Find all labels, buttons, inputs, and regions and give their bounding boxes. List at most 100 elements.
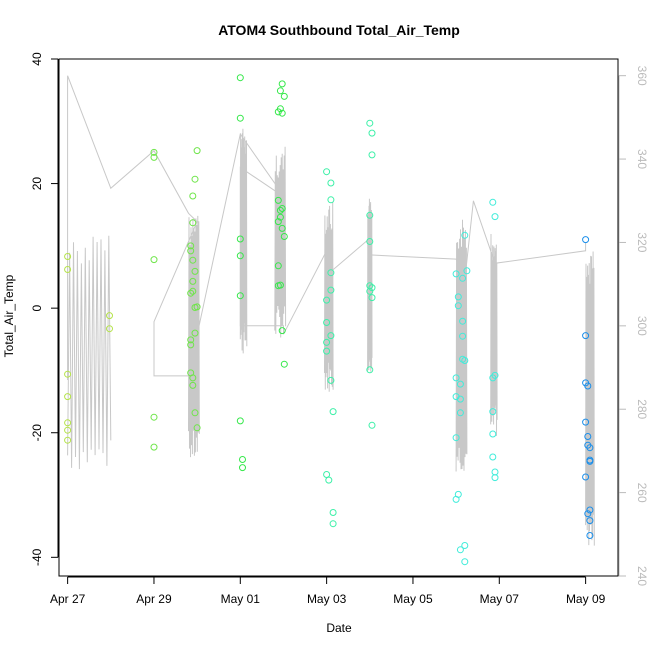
- data-point: [280, 92, 288, 100]
- data-point: [329, 520, 337, 528]
- data-point: [452, 434, 460, 442]
- y2-tick-label: 260: [635, 483, 649, 503]
- data-point: [280, 233, 288, 240]
- x-tick-label: May 07: [480, 592, 520, 606]
- data-point: [187, 242, 195, 250]
- data-point: [368, 284, 376, 292]
- data-point: [456, 380, 464, 388]
- data-point: [189, 381, 197, 389]
- data-point: [329, 408, 337, 416]
- data-point: [584, 433, 592, 440]
- data-point: [325, 476, 333, 484]
- data-point: [276, 213, 284, 221]
- data-point: [323, 168, 331, 176]
- data-point: [366, 238, 374, 245]
- data-point: [491, 474, 499, 482]
- data-point: [64, 253, 72, 260]
- data-point: [459, 274, 467, 282]
- data-point: [278, 205, 286, 212]
- y-tick-label: -40: [30, 548, 44, 566]
- data-point: [150, 153, 158, 161]
- data-point: [456, 395, 464, 403]
- data-point: [150, 148, 158, 156]
- data-point: [489, 453, 497, 461]
- data-point: [64, 419, 72, 427]
- data-point: [584, 510, 592, 518]
- data-point: [582, 473, 590, 481]
- secondary-noise-band: [490, 233, 498, 436]
- data-point: [454, 490, 462, 498]
- data-point: [454, 302, 462, 310]
- data-point: [274, 218, 282, 226]
- x-tick-label: May 03: [307, 592, 347, 606]
- data-point: [64, 266, 72, 273]
- data-point: [150, 443, 158, 451]
- data-point: [274, 262, 282, 270]
- data-point: [191, 175, 199, 183]
- y-axis-title: Total_Air_Temp: [2, 274, 16, 357]
- data-point: [461, 231, 469, 239]
- secondary-y-axis: 240 260 280 300 320 340 360: [618, 66, 649, 586]
- data-point: [191, 267, 199, 275]
- data-point: [236, 235, 244, 243]
- data-point: [463, 267, 471, 275]
- data-point: [278, 109, 286, 117]
- x-tick-label: Apr 29: [136, 592, 172, 606]
- data-point: [276, 281, 284, 289]
- x-tick-label: Apr 27: [50, 592, 86, 606]
- data-point: [366, 211, 374, 219]
- data-point: [327, 376, 335, 384]
- x-axis: Apr 27 Apr 29 May 01 May 03 May 05 May 07 May …: [50, 576, 606, 606]
- data-point: [452, 374, 460, 382]
- x-tick-label: May 09: [566, 592, 606, 606]
- data-point: [236, 74, 244, 82]
- y2-tick-label: 320: [635, 232, 649, 252]
- data-point: [459, 317, 467, 325]
- data-point: [327, 269, 335, 277]
- data-point: [193, 424, 201, 432]
- data-point: [187, 289, 195, 297]
- data-point: [327, 332, 335, 340]
- secondary-noise-band: [274, 146, 287, 338]
- x-tick-label: May 01: [221, 592, 261, 606]
- data-point: [459, 332, 467, 340]
- data-point: [278, 327, 286, 335]
- data-point: [327, 286, 335, 294]
- chart-title: ATOM4 Southbound Total_Air_Temp: [218, 22, 460, 38]
- x-axis-title: Date: [326, 621, 352, 635]
- data-point: [461, 558, 469, 566]
- data-point: [582, 332, 590, 340]
- secondary-series-line: [67, 75, 587, 380]
- data-point: [461, 542, 469, 549]
- data-point: [366, 287, 374, 295]
- data-point: [368, 129, 376, 137]
- data-point: [64, 436, 72, 444]
- data-point: [106, 325, 113, 333]
- data-point: [280, 360, 288, 368]
- secondary-noise-band: [67, 235, 112, 470]
- data-point: [582, 236, 590, 244]
- data-point: [276, 105, 284, 113]
- data-point: [187, 247, 195, 255]
- y2-tick-label: 300: [635, 316, 649, 336]
- data-point: [189, 277, 197, 285]
- secondary-noise-band: [367, 198, 373, 372]
- data-point: [327, 196, 335, 204]
- data-point: [64, 426, 72, 434]
- y-tick-label: -20: [30, 424, 44, 442]
- data-point: [274, 196, 282, 204]
- data-point: [193, 303, 201, 311]
- data-point: [489, 198, 497, 206]
- data-point: [491, 213, 499, 221]
- y2-tick-label: 280: [635, 399, 649, 419]
- data-point: [586, 517, 594, 525]
- secondary-noise-band: [455, 219, 468, 472]
- data-point: [239, 456, 246, 463]
- data-point: [191, 409, 199, 417]
- data-point: [189, 256, 197, 264]
- y-axis: -40 -20 0 20 40: [30, 52, 59, 566]
- data-point: [323, 338, 331, 346]
- data-point: [236, 252, 244, 260]
- data-point: [586, 506, 594, 514]
